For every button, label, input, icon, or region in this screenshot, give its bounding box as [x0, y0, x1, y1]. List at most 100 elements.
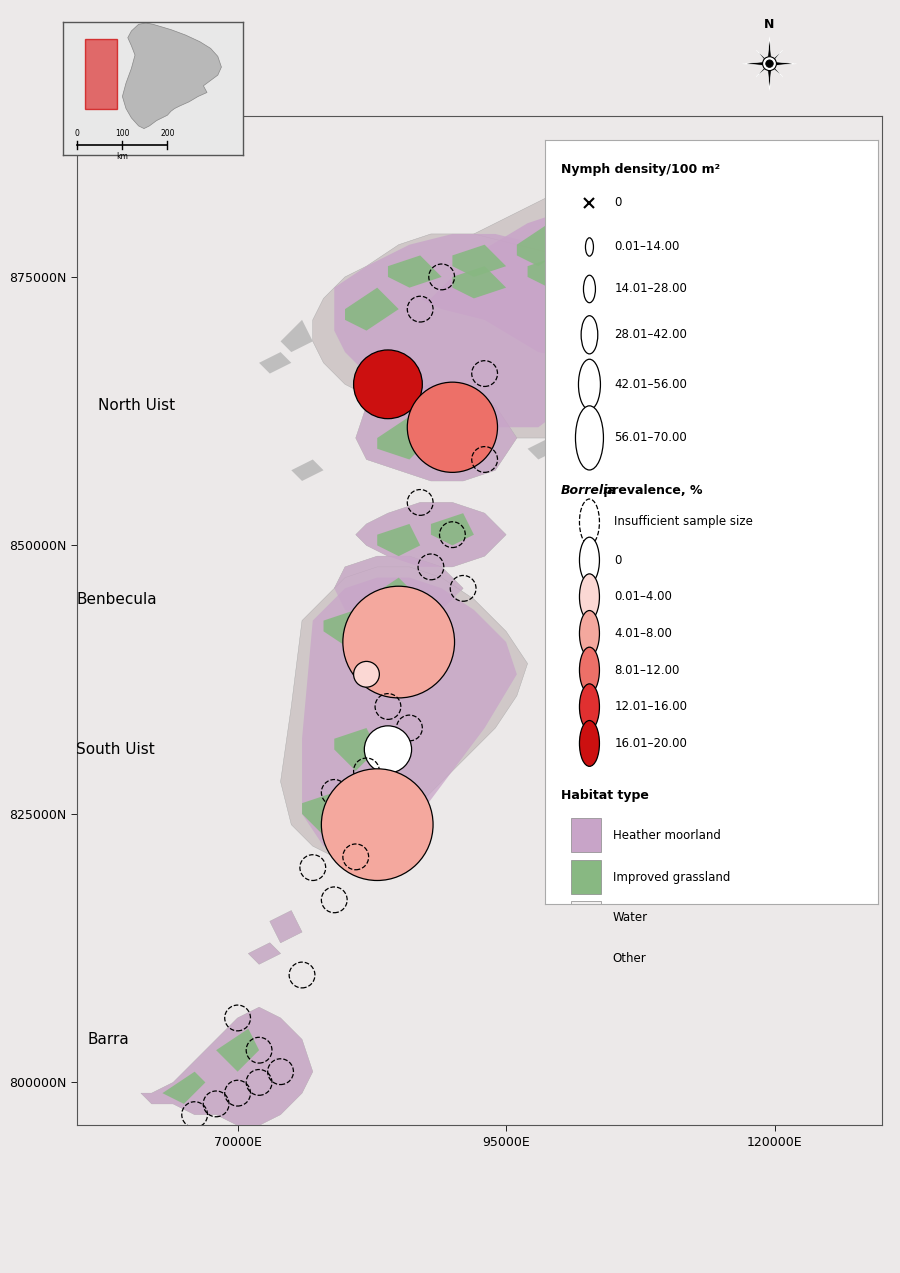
Polygon shape [141, 1007, 313, 1125]
Text: South Uist: South Uist [76, 742, 155, 757]
Text: 200: 200 [160, 129, 175, 137]
Text: 42.01–56.00: 42.01–56.00 [615, 378, 688, 391]
Polygon shape [323, 610, 377, 653]
Polygon shape [699, 148, 732, 169]
Polygon shape [769, 62, 783, 76]
Circle shape [343, 587, 454, 698]
FancyBboxPatch shape [572, 942, 601, 975]
Circle shape [580, 499, 599, 545]
Circle shape [580, 647, 599, 693]
Circle shape [575, 406, 603, 470]
Polygon shape [699, 148, 732, 169]
FancyBboxPatch shape [572, 901, 601, 934]
Text: Improved grassland: Improved grassland [613, 871, 730, 883]
Text: Nymph density/100 m²: Nymph density/100 m² [562, 163, 720, 176]
Text: Insufficient sample size: Insufficient sample size [615, 516, 753, 528]
Polygon shape [635, 201, 688, 244]
Polygon shape [334, 556, 464, 620]
Polygon shape [769, 51, 783, 65]
Text: 100: 100 [115, 129, 130, 137]
Polygon shape [388, 169, 860, 384]
FancyBboxPatch shape [572, 819, 601, 852]
Text: 8.01–12.00: 8.01–12.00 [615, 663, 680, 677]
Polygon shape [302, 792, 345, 835]
Polygon shape [281, 566, 527, 857]
Polygon shape [302, 578, 517, 857]
Polygon shape [334, 556, 464, 620]
Polygon shape [292, 460, 323, 481]
Polygon shape [345, 288, 399, 331]
Polygon shape [356, 384, 517, 481]
Polygon shape [756, 62, 770, 76]
Polygon shape [517, 223, 571, 266]
Polygon shape [453, 266, 506, 298]
Circle shape [586, 238, 593, 256]
Polygon shape [431, 513, 474, 545]
Polygon shape [356, 503, 506, 566]
Polygon shape [248, 943, 281, 964]
Text: Habitat type: Habitat type [562, 789, 649, 802]
Text: 0: 0 [75, 129, 80, 137]
Circle shape [580, 721, 599, 766]
Circle shape [581, 316, 598, 354]
Text: 12.01–16.00: 12.01–16.00 [615, 700, 688, 713]
Circle shape [580, 684, 599, 729]
Polygon shape [742, 61, 770, 66]
Polygon shape [313, 234, 645, 438]
Circle shape [580, 574, 599, 620]
Polygon shape [775, 159, 796, 181]
Circle shape [580, 537, 599, 583]
Polygon shape [767, 37, 772, 64]
Circle shape [611, 243, 659, 290]
Text: 4.01–8.00: 4.01–8.00 [615, 626, 672, 640]
Polygon shape [775, 159, 796, 181]
Text: 16.01–20.00: 16.01–20.00 [615, 737, 688, 750]
Polygon shape [767, 64, 772, 90]
Circle shape [321, 769, 433, 881]
Circle shape [354, 662, 380, 687]
Polygon shape [334, 234, 635, 428]
Polygon shape [356, 384, 517, 481]
Circle shape [740, 307, 766, 332]
Text: 0: 0 [615, 554, 622, 566]
Polygon shape [527, 256, 571, 288]
Circle shape [583, 275, 596, 303]
Polygon shape [216, 1029, 259, 1072]
Text: 56.01–70.00: 56.01–70.00 [615, 432, 688, 444]
Polygon shape [453, 244, 506, 278]
Polygon shape [334, 728, 377, 771]
Polygon shape [270, 910, 302, 943]
Circle shape [762, 57, 777, 70]
Polygon shape [281, 320, 313, 353]
Text: 0: 0 [615, 196, 622, 209]
Circle shape [364, 726, 411, 773]
FancyBboxPatch shape [85, 39, 117, 108]
Text: N: N [764, 18, 775, 31]
Polygon shape [770, 61, 796, 66]
Text: Other: Other [613, 952, 646, 965]
Text: 0.01–14.00: 0.01–14.00 [615, 241, 680, 253]
Text: Water: Water [613, 911, 648, 924]
Polygon shape [614, 363, 645, 395]
Circle shape [766, 60, 773, 67]
Polygon shape [753, 201, 796, 223]
Polygon shape [377, 416, 431, 460]
Polygon shape [377, 524, 420, 556]
Text: 0.01–4.00: 0.01–4.00 [615, 591, 672, 603]
Text: 14.01–28.00: 14.01–28.00 [615, 283, 688, 295]
Polygon shape [259, 353, 292, 373]
Circle shape [580, 611, 599, 657]
Polygon shape [162, 1072, 205, 1104]
Text: Benbecula: Benbecula [76, 592, 158, 607]
Polygon shape [527, 438, 560, 460]
Polygon shape [356, 503, 506, 566]
Polygon shape [366, 578, 420, 620]
Text: 28.01–42.00: 28.01–42.00 [615, 328, 688, 341]
Polygon shape [141, 1007, 313, 1125]
Polygon shape [756, 51, 770, 65]
FancyBboxPatch shape [572, 861, 601, 894]
Polygon shape [614, 428, 645, 449]
Circle shape [408, 382, 498, 472]
Text: prevalence, %: prevalence, % [599, 484, 703, 496]
Circle shape [354, 350, 422, 419]
